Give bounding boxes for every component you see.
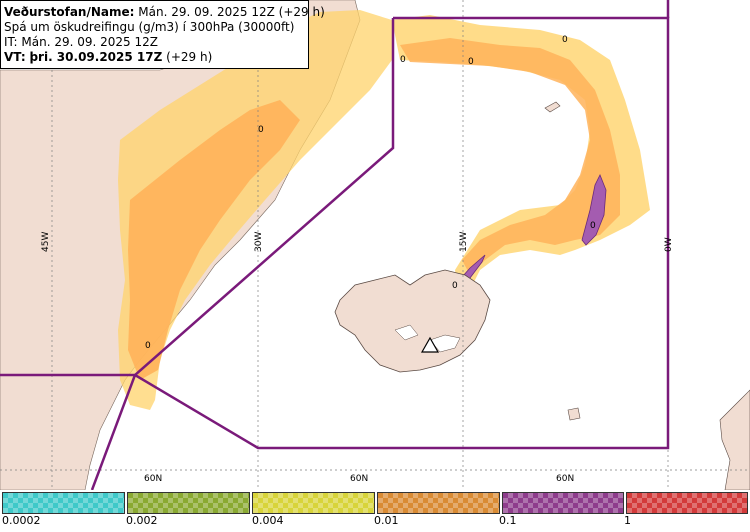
valid-time-line: VT: þri. 30.09.2025 17Z (+29 h) xyxy=(4,50,304,65)
issuer-label: Veðurstofan/Name: xyxy=(4,5,135,19)
scotland-coast xyxy=(719,389,750,490)
lon-label-30w: 30W xyxy=(254,232,264,252)
volcano-icon xyxy=(420,336,440,353)
concentration-legend xyxy=(0,490,750,532)
legend-tick-5: 1 xyxy=(624,514,631,527)
lat-label-60n-b: 60N xyxy=(350,474,368,484)
legend-swatch-4 xyxy=(502,492,624,514)
ash-band-greenland-light xyxy=(118,10,392,410)
legend-tick-3: 0.01 xyxy=(374,514,399,527)
valid-time-suffix: (+29 h) xyxy=(166,50,213,64)
legend-tick-4: 0.1 xyxy=(499,514,517,527)
iceland-glacier xyxy=(394,324,461,353)
airspace-sector-lines xyxy=(0,0,670,490)
legend-swatch-5 xyxy=(626,492,748,514)
contour-label: 0 xyxy=(400,55,406,65)
lon-label-15w: 15W xyxy=(459,232,469,252)
contour-label: 0 xyxy=(452,281,458,291)
map-canvas: 45W 30W 15W 0W 60N 60N 60N 0 0 0 0 0 0 0 xyxy=(0,0,750,490)
legend-tick-0: 0.0002 xyxy=(2,514,41,527)
contour-label: 0 xyxy=(562,35,568,45)
legend-tick-2: 0.004 xyxy=(252,514,284,527)
lon-label-45w: 45W xyxy=(41,232,51,252)
issuer-value: Mán. 29. 09. 2025 12Z (+29 h) xyxy=(138,5,325,19)
contour-label: 0 xyxy=(258,125,264,135)
issue-time: IT: Mán. 29. 09. 2025 12Z xyxy=(4,35,158,49)
issuer-line: Veðurstofan/Name: Mán. 29. 09. 2025 12Z … xyxy=(4,5,325,20)
contour-label: 0 xyxy=(590,221,596,231)
faroe-islands xyxy=(567,407,581,421)
ash-band-north-medium xyxy=(400,38,620,275)
legend-swatch-2 xyxy=(252,492,375,514)
lat-label-60n-c: 60N xyxy=(556,474,574,484)
lon-label-0w: 0W xyxy=(664,237,674,252)
legend-swatch-1 xyxy=(127,492,250,514)
valid-time-value: þri. 30.09.2025 17Z xyxy=(29,50,163,64)
legend-swatch-0 xyxy=(2,492,125,514)
legend-swatch-3 xyxy=(377,492,500,514)
iceland-landmass xyxy=(334,269,491,373)
valid-time-label: VT: xyxy=(4,50,26,64)
lat-label-60n-a: 60N xyxy=(144,474,162,484)
contour-label: 0 xyxy=(145,341,151,351)
ash-band-greenland-medium xyxy=(128,100,300,380)
jan-mayen-island xyxy=(544,101,561,113)
contour-label: 0 xyxy=(468,57,474,67)
legend-tick-1: 0.002 xyxy=(126,514,158,527)
product-description: Spá um öskudreifingu (g/m3) í 300hPa (30… xyxy=(4,20,295,34)
forecast-info-box: Veðurstofan/Name: Mán. 29. 09. 2025 12Z … xyxy=(0,0,325,69)
